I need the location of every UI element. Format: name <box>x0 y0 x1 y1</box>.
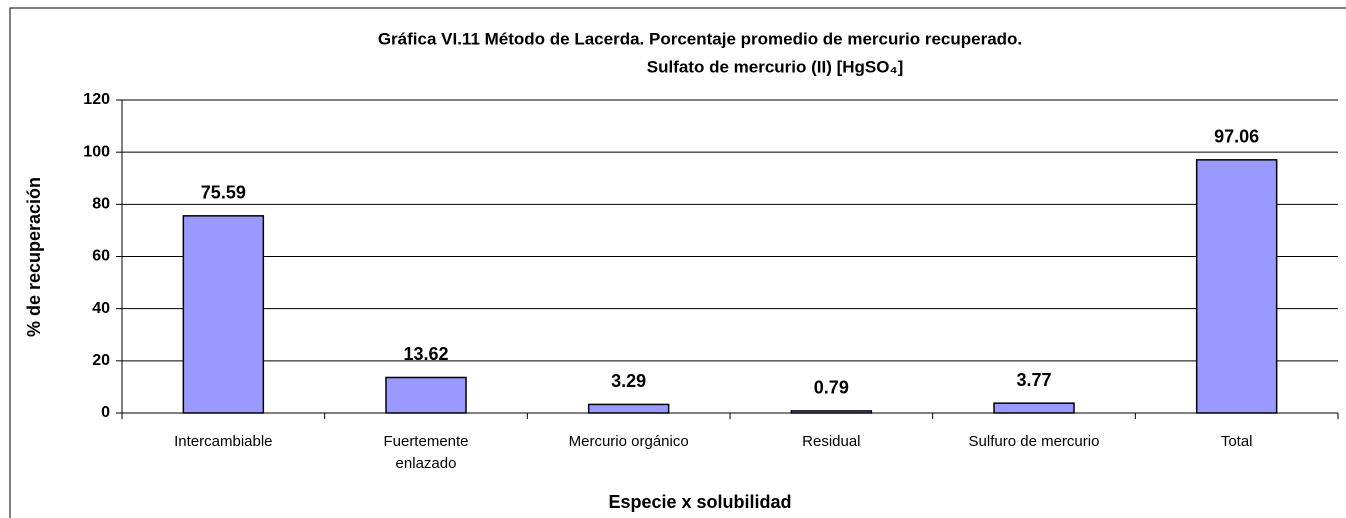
data-label: 13.62 <box>403 344 448 364</box>
x-tick-label: Residual <box>802 433 861 450</box>
bar <box>385 376 467 414</box>
x-axis-title: Especie x solubilidad <box>608 492 791 512</box>
y-tick-label: 20 <box>92 352 110 369</box>
data-label: 3.77 <box>1016 370 1051 390</box>
data-label: 75.59 <box>201 183 246 203</box>
y-tick-label: 100 <box>83 143 110 160</box>
x-tick-label: Total <box>1220 433 1253 450</box>
y-axis-title: % de recuperación <box>24 177 44 337</box>
x-tick-label: Intercambiable <box>174 433 273 450</box>
frame <box>9 7 1346 518</box>
bar <box>1195 159 1278 414</box>
bar <box>790 410 873 414</box>
bar <box>182 215 265 414</box>
y-tick-label: 80 <box>92 196 110 213</box>
x-tick-label: Fuertemente enlazado <box>383 433 469 472</box>
data-label: 3.29 <box>611 371 646 391</box>
x-tick-label: Sulfuro de mercurio <box>968 433 1100 450</box>
y-tick-label: 0 <box>101 404 110 421</box>
bar <box>587 403 670 414</box>
x-tick-label: Mercurio orgánico <box>568 433 689 450</box>
data-label: 0.79 <box>814 378 849 398</box>
chart-title: Gráfica VI.11 Método de Lacerda. Porcent… <box>378 29 1022 48</box>
chart-subtitle: Sulfato de mercurio (II) [HgSO₄] <box>647 57 904 76</box>
y-tick-label: 60 <box>92 248 110 265</box>
y-tick-label: 120 <box>83 91 110 108</box>
data-label: 97.06 <box>1214 127 1259 147</box>
y-tick-label: 40 <box>92 300 110 317</box>
bar <box>993 402 1075 414</box>
